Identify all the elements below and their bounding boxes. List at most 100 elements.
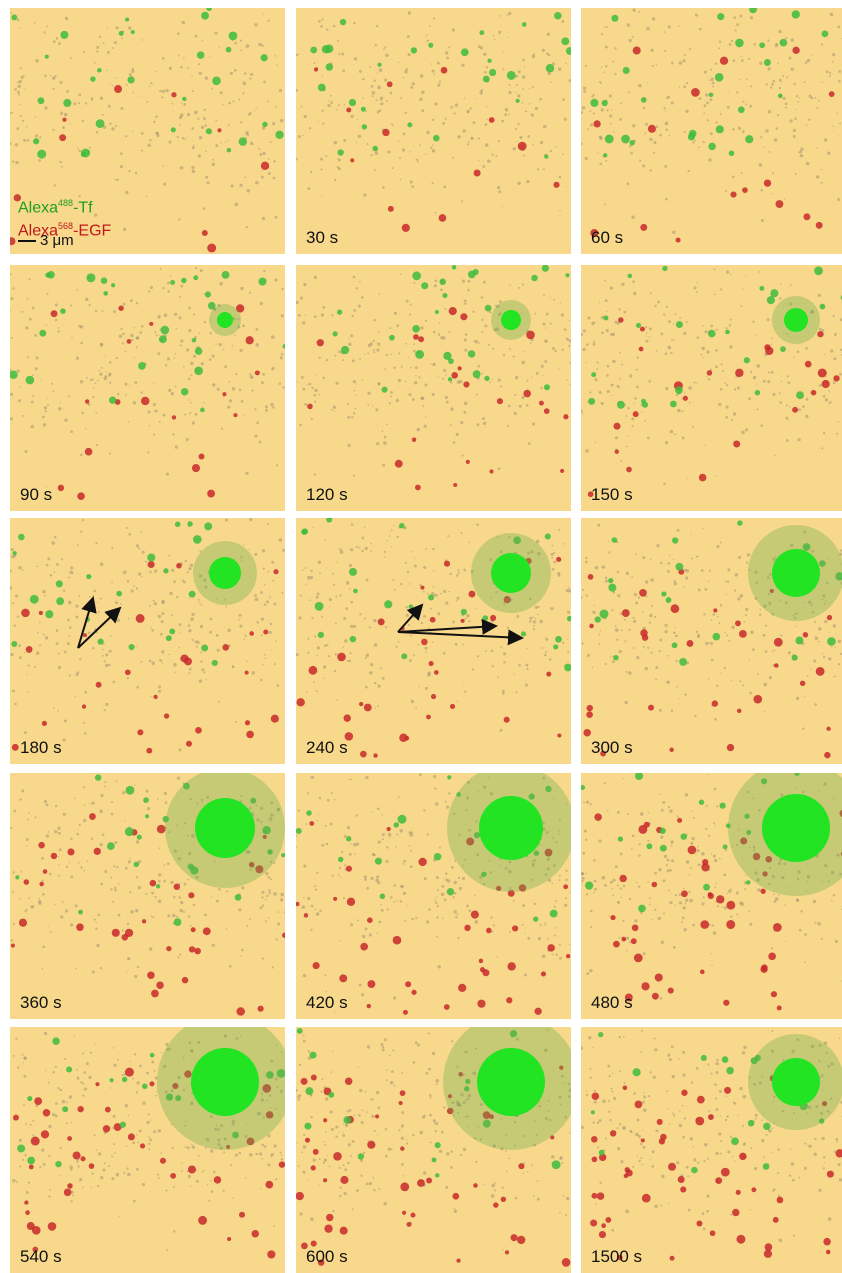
speckle bbox=[651, 1165, 654, 1168]
speckle bbox=[410, 866, 412, 868]
speckle bbox=[611, 1091, 613, 1093]
speckle bbox=[71, 1200, 73, 1202]
speckle bbox=[52, 88, 54, 90]
speckle bbox=[464, 691, 466, 693]
red-spot bbox=[773, 1217, 779, 1223]
speckle bbox=[753, 43, 756, 46]
speckle bbox=[768, 110, 771, 113]
speckle bbox=[830, 13, 834, 17]
speckle bbox=[543, 168, 545, 170]
speckle bbox=[127, 922, 130, 925]
micrograph bbox=[581, 773, 842, 1019]
speckle bbox=[692, 1146, 693, 1147]
speckle bbox=[182, 137, 184, 139]
speckle bbox=[190, 617, 194, 621]
speckle bbox=[525, 684, 528, 687]
speckle bbox=[381, 1043, 384, 1046]
red-spot bbox=[827, 615, 832, 620]
speckle bbox=[428, 908, 431, 911]
speckle bbox=[709, 924, 711, 926]
red-spot bbox=[817, 331, 823, 337]
speckle bbox=[329, 606, 330, 607]
speckle bbox=[452, 157, 454, 159]
speckle bbox=[377, 383, 380, 386]
green-spot bbox=[447, 775, 451, 779]
speckle bbox=[350, 652, 352, 654]
speckle bbox=[699, 28, 702, 31]
speckle bbox=[281, 288, 284, 291]
speckle bbox=[434, 1123, 435, 1124]
green-spot bbox=[340, 19, 346, 25]
speckle bbox=[785, 941, 786, 942]
speckle bbox=[413, 1061, 416, 1064]
speckle bbox=[403, 132, 406, 135]
speckle bbox=[100, 598, 102, 600]
green-spot bbox=[201, 644, 208, 651]
speckle bbox=[262, 217, 265, 220]
red-spot bbox=[313, 1149, 319, 1155]
speckle bbox=[364, 526, 366, 528]
speckle bbox=[427, 40, 429, 42]
speckle bbox=[127, 580, 129, 582]
green-spot bbox=[605, 135, 614, 144]
speckle bbox=[452, 28, 455, 31]
red-spot bbox=[25, 1210, 30, 1215]
speckle bbox=[344, 104, 345, 105]
speckle bbox=[354, 407, 356, 409]
green-spot bbox=[483, 76, 490, 83]
speckle bbox=[626, 950, 627, 951]
speckle bbox=[82, 1186, 84, 1188]
speckle bbox=[554, 561, 557, 564]
speckle bbox=[643, 1092, 644, 1093]
green-spot bbox=[544, 384, 550, 390]
speckle bbox=[187, 67, 189, 69]
green-spot bbox=[795, 637, 803, 645]
micrograph bbox=[296, 8, 571, 254]
speckle bbox=[162, 414, 165, 417]
speckle bbox=[828, 402, 830, 404]
speckle bbox=[141, 325, 144, 328]
speckle bbox=[684, 392, 686, 394]
speckle bbox=[437, 889, 439, 891]
speckle bbox=[779, 30, 782, 33]
speckle bbox=[310, 929, 312, 931]
speckle bbox=[500, 385, 502, 387]
speckle bbox=[26, 845, 27, 846]
speckle bbox=[488, 344, 490, 346]
speckle bbox=[184, 414, 186, 416]
green-spot bbox=[412, 325, 420, 333]
speckle bbox=[669, 809, 672, 812]
speckle bbox=[408, 11, 411, 14]
speckle bbox=[305, 567, 307, 569]
speckle bbox=[116, 780, 118, 782]
speckle bbox=[329, 1166, 331, 1168]
speckle bbox=[646, 335, 647, 336]
speckle bbox=[100, 967, 102, 969]
speckle bbox=[240, 39, 242, 41]
speckle bbox=[188, 378, 191, 381]
speckle bbox=[267, 101, 269, 103]
speckle bbox=[620, 1160, 623, 1163]
speckle bbox=[298, 135, 301, 138]
speckle bbox=[339, 1186, 341, 1188]
speckle bbox=[57, 827, 60, 830]
speckle bbox=[602, 1099, 606, 1103]
speckle bbox=[562, 154, 564, 156]
speckle bbox=[783, 97, 786, 100]
red-spot bbox=[94, 848, 101, 855]
red-spot bbox=[633, 46, 641, 54]
speckle bbox=[173, 663, 177, 667]
speckle bbox=[177, 136, 179, 138]
speckle bbox=[56, 37, 59, 40]
green-spot bbox=[37, 150, 46, 159]
speckle bbox=[498, 379, 501, 382]
speckle bbox=[122, 929, 124, 931]
image-panel: 150 s bbox=[581, 265, 842, 511]
speckle bbox=[212, 159, 214, 161]
speckle bbox=[112, 85, 114, 87]
speckle bbox=[514, 674, 515, 675]
speckle bbox=[70, 838, 72, 840]
speckle bbox=[105, 355, 106, 356]
speckle bbox=[804, 962, 806, 964]
speckle bbox=[748, 58, 750, 60]
